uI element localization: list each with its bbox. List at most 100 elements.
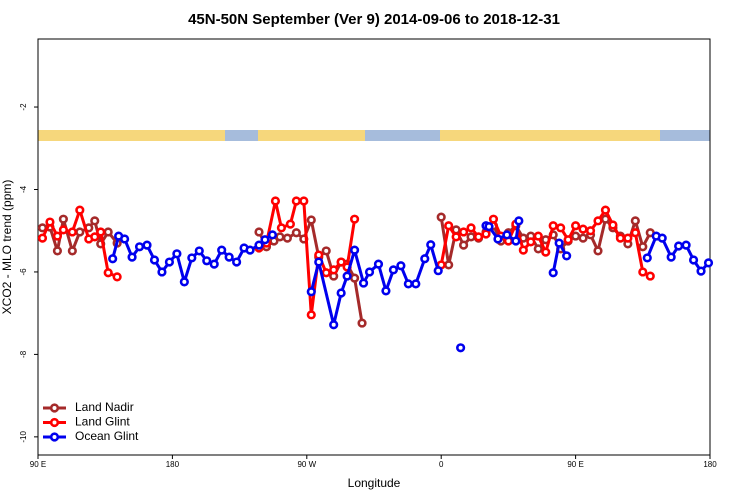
point [396,261,406,271]
point [358,278,369,288]
point [349,273,360,283]
point [456,343,466,353]
point [466,232,476,242]
point [514,216,524,226]
point [373,259,384,269]
point [638,242,648,252]
plot-frame [37,38,711,456]
x-tick-label: 90 E [567,460,583,469]
point [52,246,63,256]
point [45,217,55,227]
point [623,233,633,243]
point [58,225,68,235]
point [299,196,309,206]
point [336,257,346,267]
point [436,212,446,222]
point [67,246,77,256]
x-axis-label: Longitude [348,476,401,490]
point [642,253,652,263]
point [403,279,413,289]
point [645,271,655,281]
point [548,221,558,231]
point [615,233,626,243]
point [630,216,640,226]
point [484,221,494,232]
point [232,257,242,267]
point [578,233,588,243]
legend-label: Ocean Glint [75,429,139,443]
y-axis-label: XCO2 - MLO trend (ppm) [0,180,14,315]
point [37,233,48,243]
point [638,267,648,277]
point [459,227,469,237]
point [75,205,85,215]
point [466,223,476,233]
point [134,242,145,252]
point [270,196,281,206]
point [291,228,301,238]
point [127,252,137,262]
point [149,255,160,265]
point [563,235,573,245]
legend-marker [49,417,60,428]
point [518,245,528,255]
legend-label: Land Nadir [75,400,134,414]
point [411,279,421,289]
point [420,254,430,264]
point [554,238,564,248]
point [306,215,316,225]
point [179,277,189,287]
point [267,230,278,240]
point [688,255,699,265]
point [217,245,227,255]
point [526,237,536,247]
point [329,320,339,330]
point [433,266,443,276]
point [696,266,706,276]
point [502,230,512,240]
point [570,231,581,241]
point [90,216,100,226]
point [172,249,182,259]
y-tick-label: -8 [19,350,28,358]
point [511,236,521,246]
point [52,231,63,241]
point [381,286,391,296]
point [570,221,581,231]
point [103,227,113,237]
x-tick-label: 180 [166,460,180,469]
point [459,240,469,250]
point [349,245,360,255]
y-tick-label: -2 [19,103,28,111]
point [426,240,436,250]
point [103,268,113,278]
point [276,223,287,233]
point [493,234,503,244]
point [187,253,197,263]
point [533,231,543,241]
point [202,256,212,266]
point [112,272,122,282]
point [254,240,264,250]
point [164,257,175,267]
point [306,310,316,320]
point [260,235,270,245]
point [556,223,566,233]
chart-title: 45N-50N September (Ver 9) 2014-09-06 to … [188,11,560,28]
point [666,252,676,262]
point [120,234,130,244]
legend-label: Land Glint [75,415,130,429]
point [108,254,118,264]
point [75,227,85,237]
point [481,229,491,239]
point [321,268,331,278]
point [90,232,100,242]
point [285,219,295,229]
point [282,233,292,243]
legend-marker [49,432,60,442]
point [314,257,324,267]
point [681,240,691,250]
point [342,271,352,281]
point [548,268,558,278]
